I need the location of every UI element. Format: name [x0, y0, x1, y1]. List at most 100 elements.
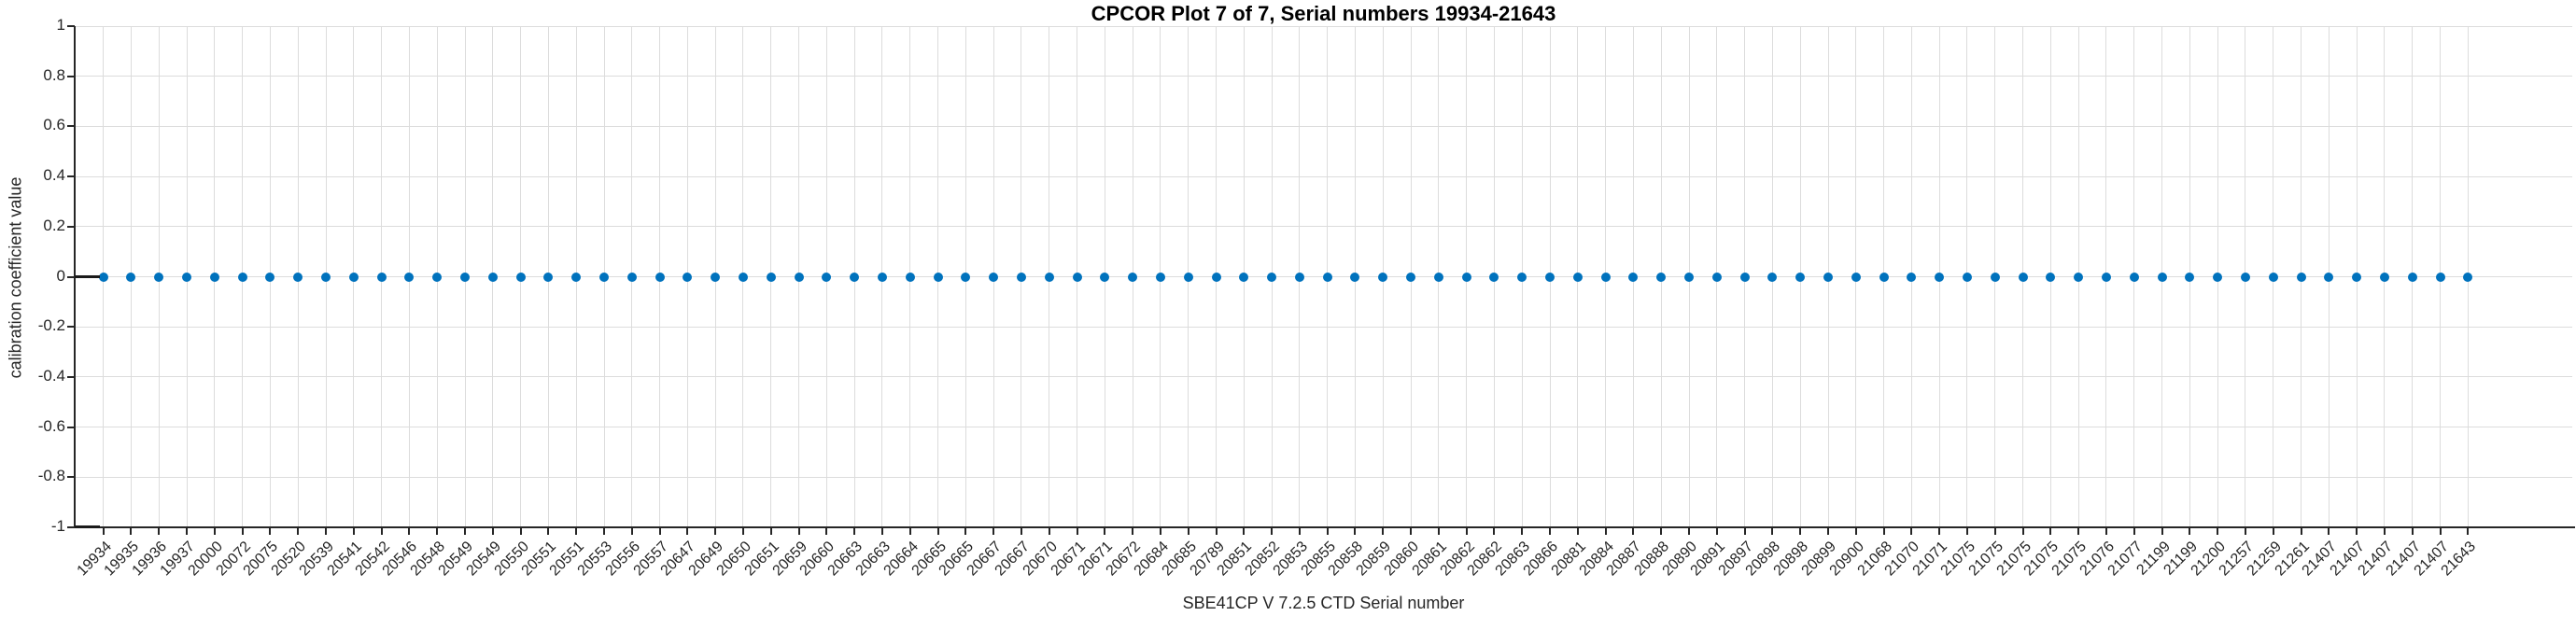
x-tick-mark	[491, 527, 494, 535]
data-point[interactable]	[2185, 272, 2195, 282]
x-tick-mark	[2189, 527, 2191, 535]
data-point[interactable]	[1322, 272, 1332, 282]
data-point[interactable]	[1935, 272, 1945, 282]
data-point[interactable]	[2074, 272, 2084, 282]
data-point[interactable]	[1990, 272, 2000, 282]
data-point[interactable]	[404, 272, 415, 282]
x-tick-mark	[1799, 527, 1802, 535]
data-point[interactable]	[1183, 272, 1193, 282]
data-point[interactable]	[126, 272, 136, 282]
x-tick-mark	[1104, 527, 1106, 535]
data-point[interactable]	[2296, 272, 2306, 282]
data-point[interactable]	[1795, 272, 1806, 282]
data-point[interactable]	[626, 272, 637, 282]
data-point[interactable]	[1433, 272, 1443, 282]
data-point[interactable]	[1907, 272, 1917, 282]
data-point[interactable]	[293, 272, 303, 282]
x-tick-mark	[1938, 527, 1941, 535]
data-point[interactable]	[683, 272, 693, 282]
x-tick-mark	[1076, 527, 1078, 535]
data-point[interactable]	[1711, 272, 1722, 282]
data-point[interactable]	[655, 272, 665, 282]
data-point[interactable]	[98, 272, 108, 282]
data-point[interactable]	[1851, 272, 1861, 282]
data-point[interactable]	[1128, 272, 1138, 282]
data-point[interactable]	[1600, 272, 1611, 282]
data-point[interactable]	[154, 272, 164, 282]
data-point[interactable]	[1545, 272, 1555, 282]
data-point[interactable]	[2352, 272, 2362, 282]
data-point[interactable]	[2407, 272, 2417, 282]
data-point[interactable]	[1823, 272, 1833, 282]
data-point[interactable]	[1044, 272, 1054, 282]
data-point[interactable]	[2379, 272, 2389, 282]
data-point[interactable]	[1072, 272, 1082, 282]
data-point[interactable]	[933, 272, 943, 282]
data-point[interactable]	[2435, 272, 2445, 282]
data-point[interactable]	[905, 272, 915, 282]
data-point[interactable]	[1962, 272, 1972, 282]
data-point[interactable]	[794, 272, 804, 282]
data-point[interactable]	[2157, 272, 2167, 282]
data-point[interactable]	[2463, 272, 2473, 282]
data-point[interactable]	[738, 272, 748, 282]
data-point[interactable]	[1684, 272, 1695, 282]
data-point[interactable]	[1739, 272, 1750, 282]
x-tick-mark	[1521, 527, 1524, 535]
data-point[interactable]	[1211, 272, 1221, 282]
data-point[interactable]	[989, 272, 999, 282]
data-point[interactable]	[571, 272, 582, 282]
data-point[interactable]	[1406, 272, 1416, 282]
data-point[interactable]	[2046, 272, 2056, 282]
x-tick-mark	[2467, 527, 2470, 535]
data-point[interactable]	[766, 272, 776, 282]
x-tick-mark	[741, 527, 744, 535]
data-point[interactable]	[321, 272, 331, 282]
data-point[interactable]	[877, 272, 887, 282]
data-point[interactable]	[822, 272, 832, 282]
data-point[interactable]	[1378, 272, 1388, 282]
data-point[interactable]	[1517, 272, 1527, 282]
data-point[interactable]	[1461, 272, 1471, 282]
data-point[interactable]	[1767, 272, 1778, 282]
data-point[interactable]	[515, 272, 526, 282]
data-point[interactable]	[1100, 272, 1110, 282]
data-point[interactable]	[265, 272, 275, 282]
data-point[interactable]	[1155, 272, 1165, 282]
data-point[interactable]	[376, 272, 387, 282]
data-point[interactable]	[1489, 272, 1499, 282]
data-point[interactable]	[1016, 272, 1026, 282]
data-point[interactable]	[2324, 272, 2334, 282]
x-tick-mark	[436, 527, 439, 535]
data-point[interactable]	[2101, 272, 2111, 282]
data-point[interactable]	[2213, 272, 2223, 282]
data-point[interactable]	[1879, 272, 1889, 282]
x-tick-mark	[297, 527, 300, 535]
data-point[interactable]	[1294, 272, 1304, 282]
data-point[interactable]	[1628, 272, 1639, 282]
data-point[interactable]	[1656, 272, 1667, 282]
data-point[interactable]	[599, 272, 609, 282]
data-point[interactable]	[1572, 272, 1583, 282]
data-point[interactable]	[2129, 272, 2139, 282]
y-tick-mark	[67, 476, 75, 479]
y-tick-label: 0.2	[43, 216, 65, 234]
data-point[interactable]	[348, 272, 359, 282]
data-point[interactable]	[209, 272, 219, 282]
data-point[interactable]	[460, 272, 471, 282]
data-point[interactable]	[1350, 272, 1360, 282]
data-point[interactable]	[711, 272, 721, 282]
data-point[interactable]	[487, 272, 498, 282]
x-tick-mark	[1827, 527, 1829, 535]
data-point[interactable]	[850, 272, 860, 282]
data-point[interactable]	[182, 272, 192, 282]
data-point[interactable]	[432, 272, 443, 282]
data-point[interactable]	[2268, 272, 2278, 282]
data-point[interactable]	[1267, 272, 1277, 282]
data-point[interactable]	[961, 272, 971, 282]
data-point[interactable]	[2018, 272, 2028, 282]
data-point[interactable]	[2240, 272, 2250, 282]
data-point[interactable]	[237, 272, 247, 282]
data-point[interactable]	[543, 272, 554, 282]
data-point[interactable]	[1239, 272, 1249, 282]
